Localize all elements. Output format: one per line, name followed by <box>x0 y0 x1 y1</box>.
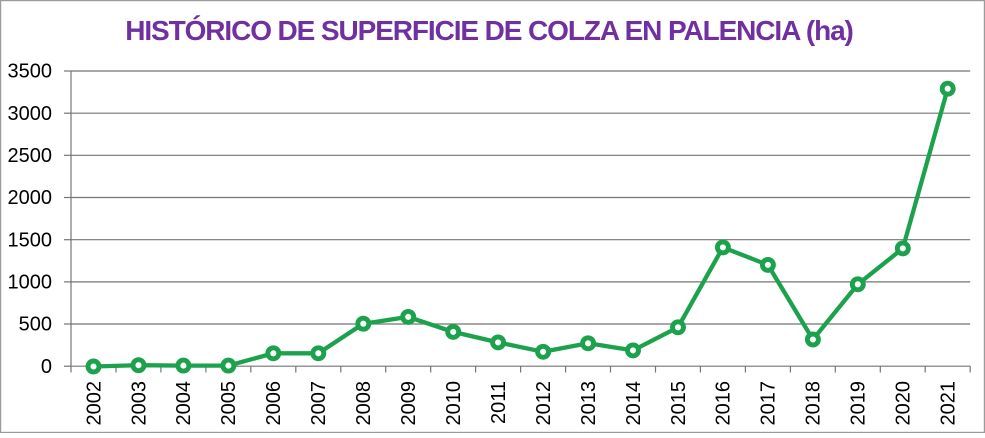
svg-text:2500: 2500 <box>8 145 53 167</box>
svg-text:2008: 2008 <box>353 381 375 426</box>
svg-text:3500: 3500 <box>8 61 53 83</box>
svg-text:2004: 2004 <box>173 381 195 426</box>
svg-text:2018: 2018 <box>803 381 825 426</box>
svg-text:2005: 2005 <box>218 381 240 426</box>
svg-text:2006: 2006 <box>263 381 285 426</box>
svg-text:2000: 2000 <box>8 187 53 209</box>
svg-text:2002: 2002 <box>83 381 105 426</box>
svg-text:2017: 2017 <box>758 381 780 426</box>
svg-text:2010: 2010 <box>443 381 465 426</box>
svg-text:2007: 2007 <box>308 381 330 426</box>
svg-text:HISTÓRICO DE SUPERFICIE DE COL: HISTÓRICO DE SUPERFICIE DE COLZA EN PALE… <box>125 15 853 46</box>
svg-text:2016: 2016 <box>713 381 735 426</box>
svg-text:2019: 2019 <box>848 381 870 426</box>
svg-text:2021: 2021 <box>938 381 960 426</box>
svg-text:2013: 2013 <box>578 381 600 426</box>
svg-text:3000: 3000 <box>8 103 53 125</box>
svg-text:2011: 2011 <box>488 381 510 424</box>
svg-text:2003: 2003 <box>128 381 150 426</box>
svg-text:1000: 1000 <box>8 272 53 294</box>
svg-text:1500: 1500 <box>8 229 53 251</box>
svg-text:2014: 2014 <box>623 381 645 426</box>
svg-text:0: 0 <box>41 356 52 378</box>
svg-text:2009: 2009 <box>398 381 420 426</box>
svg-text:2020: 2020 <box>893 381 915 426</box>
svg-text:2015: 2015 <box>668 381 690 426</box>
svg-text:500: 500 <box>19 314 52 336</box>
svg-text:2012: 2012 <box>533 381 555 426</box>
